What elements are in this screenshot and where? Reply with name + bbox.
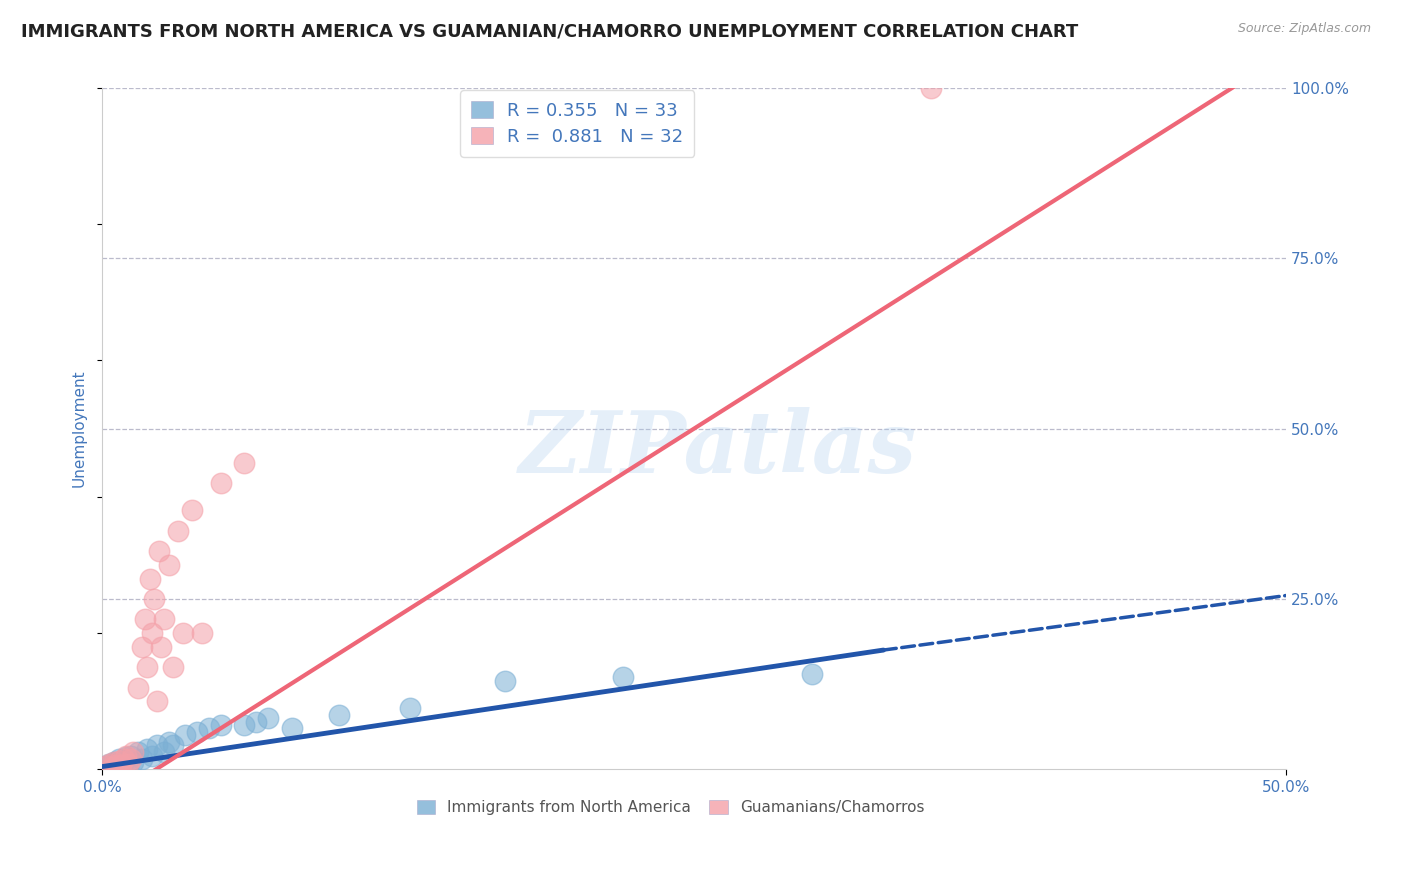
Point [143,591,166,606]
Point [190,626,212,640]
Point [115,750,138,764]
Point [233,718,256,732]
Point [494,673,516,688]
Point [127,745,149,759]
Point [157,735,180,749]
Point [174,728,197,742]
Point [148,544,170,558]
Point [152,612,174,626]
Point [328,707,350,722]
Point [120,748,142,763]
Point [103,756,125,770]
Point [141,748,163,763]
Point [136,660,159,674]
Point [280,722,302,736]
Point [245,714,267,729]
Point [112,754,135,768]
Point [197,722,219,736]
Point [172,626,194,640]
Point [150,640,173,654]
Point [134,612,156,626]
Point [100,760,122,774]
Point [105,759,128,773]
Point [112,752,135,766]
Point [98,756,121,771]
Point [131,640,153,654]
Point [96,759,118,773]
Point [127,681,149,695]
Point [122,756,145,770]
Point [107,752,129,766]
Point [122,745,145,759]
Point [103,756,125,770]
Point [181,503,204,517]
Point [145,739,167,753]
Point [157,558,180,572]
Text: ZIPatlas: ZIPatlas [519,408,917,491]
Point [162,660,184,674]
Point [141,626,163,640]
Point [186,724,208,739]
Point [110,757,132,772]
Point [257,711,280,725]
Point [117,758,139,772]
Point [138,572,160,586]
Point [920,81,942,95]
Point [117,756,139,771]
Point [131,752,153,766]
Point [152,745,174,759]
Point [167,524,190,538]
Point [209,476,232,491]
Point [110,756,132,771]
Point [98,756,121,771]
Legend: Immigrants from North America, Guamanians/Chamorros: Immigrants from North America, Guamanian… [409,792,932,823]
Point [136,742,159,756]
Point [399,701,422,715]
Point [107,754,129,768]
Point [233,456,256,470]
Point [162,739,184,753]
Point [145,694,167,708]
Point [105,758,128,772]
Y-axis label: Unemployment: Unemployment [72,370,86,487]
Point [801,667,824,681]
Text: IMMIGRANTS FROM NORTH AMERICA VS GUAMANIAN/CHAMORRO UNEMPLOYMENT CORRELATION CHA: IMMIGRANTS FROM NORTH AMERICA VS GUAMANI… [21,22,1078,40]
Point [115,748,138,763]
Point [120,752,142,766]
Point [612,670,634,684]
Point [209,718,232,732]
Point [96,759,118,773]
Text: Source: ZipAtlas.com: Source: ZipAtlas.com [1237,22,1371,36]
Point [100,760,122,774]
